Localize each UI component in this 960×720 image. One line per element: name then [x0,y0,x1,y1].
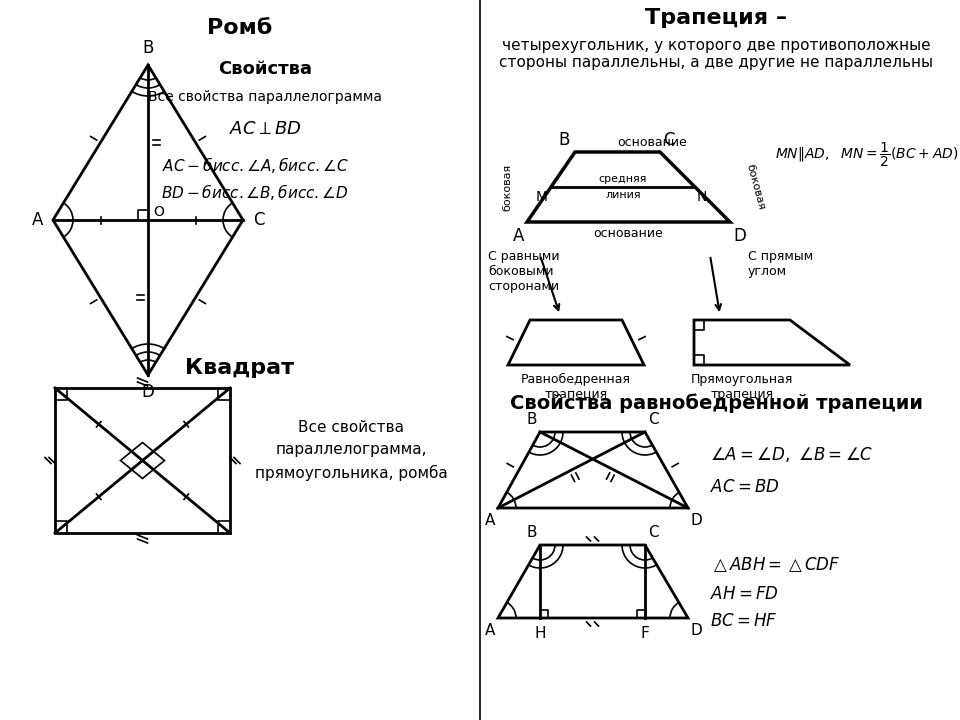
Text: $AC \perp BD$: $AC \perp BD$ [228,120,301,138]
Text: $BD-бисс.\angle B, бисс.\angle D$: $BD-бисс.\angle B, бисс.\angle D$ [161,182,348,202]
Text: средняя: средняя [599,174,647,184]
Text: Прямоугольная
трапеция: Прямоугольная трапеция [691,373,793,401]
Text: Свойства: Свойства [218,60,312,78]
Text: Все свойства параллелограмма: Все свойства параллелограмма [148,90,382,104]
Text: A: A [32,211,43,229]
Text: $AC-бисс.\angle A, бисс.\angle C$: $AC-бисс.\angle A, бисс.\angle C$ [161,155,348,175]
Text: D: D [691,623,703,638]
Text: Все свойства
параллелограмма,
прямоугольника, ромба: Все свойства параллелограмма, прямоуголь… [255,420,447,481]
Text: боковая: боковая [502,163,512,211]
Text: O: O [153,205,164,219]
Text: $\triangle ABH =\triangle CDF$: $\triangle ABH =\triangle CDF$ [710,555,840,574]
Text: D: D [141,383,155,401]
Text: N: N [697,190,708,204]
Text: С прямым
углом: С прямым углом [748,250,813,278]
Text: Трапеция –: Трапеция – [645,8,787,28]
Text: $BC = HF$: $BC = HF$ [710,612,778,630]
Text: Квадрат: Квадрат [185,358,295,378]
Text: A: A [513,227,524,245]
Text: F: F [640,626,649,641]
Text: $AH = FD$: $AH = FD$ [710,585,779,603]
Text: H: H [535,626,545,641]
Text: C: C [663,131,675,149]
Text: A: A [485,623,495,638]
Text: линия: линия [605,190,641,200]
Text: $AC = BD$: $AC = BD$ [710,478,780,496]
Text: M: M [536,190,548,204]
Text: C: C [253,211,265,229]
Text: $\angle A = \angle D,\ \angle B = \angle C$: $\angle A = \angle D,\ \angle B = \angle… [710,445,874,464]
Text: Свойства равнобедренной трапеции: Свойства равнобедренной трапеции [510,393,923,413]
Text: C: C [648,525,659,540]
Text: Равнобедренная
трапеция: Равнобедренная трапеция [521,373,631,401]
Text: С равными
боковыми
сторонами: С равными боковыми сторонами [488,250,560,293]
Text: B: B [526,525,537,540]
Text: основание: основание [617,136,687,149]
Text: B: B [559,131,570,149]
Text: четырехугольник, у которого две противоположные
стороны параллельны, а две други: четырехугольник, у которого две противоп… [499,38,933,71]
Text: Ромб: Ромб [207,18,273,38]
Text: основание: основание [593,227,663,240]
Text: $MN \| AD,\ \ MN=\dfrac{1}{2}(BC+AD)$: $MN \| AD,\ \ MN=\dfrac{1}{2}(BC+AD)$ [775,141,958,169]
Text: A: A [485,513,495,528]
Text: B: B [142,39,154,57]
Text: D: D [691,513,703,528]
Text: D: D [733,227,746,245]
Text: C: C [648,412,659,427]
Text: B: B [526,412,537,427]
Text: боковая: боковая [744,163,766,211]
